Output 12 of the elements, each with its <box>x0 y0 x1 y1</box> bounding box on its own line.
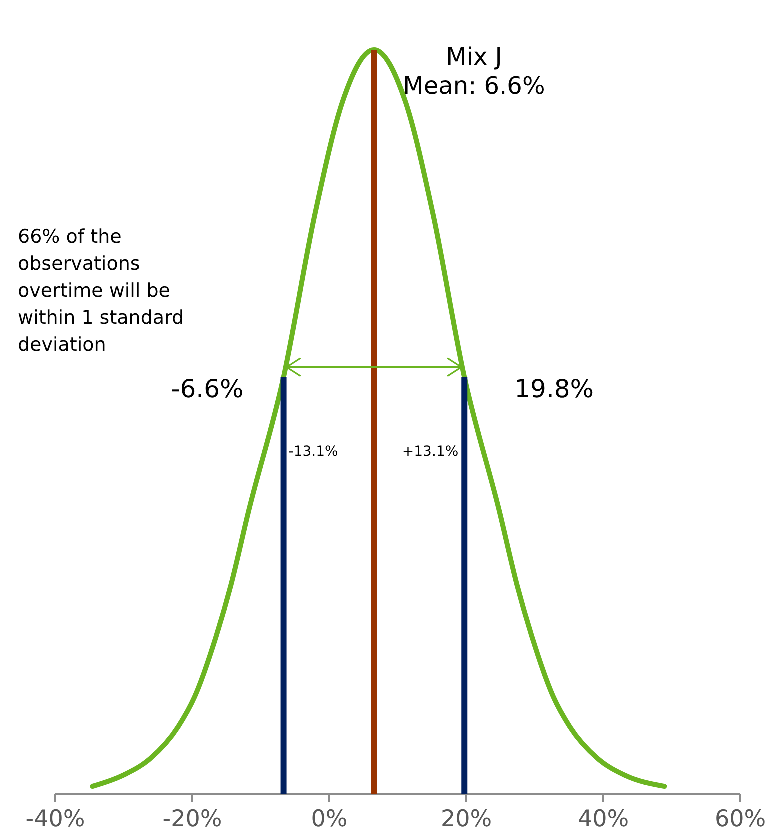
x-tick-label: -40% <box>26 806 86 832</box>
x-tick-label: 60% <box>714 806 766 832</box>
annotation: +13.1% <box>402 444 459 460</box>
x-tick-label: 20% <box>440 806 492 832</box>
ref-line-label: -6.6% <box>171 374 244 404</box>
ref-line-label: Mix J Mean: 6.6% <box>403 43 546 100</box>
annotation: -13.1% <box>288 444 338 460</box>
x-tick-label: 0% <box>311 806 348 832</box>
x-tick-label: -20% <box>162 806 222 832</box>
x-tick-label: 40% <box>578 806 630 832</box>
ref-line-label: 19.8% <box>514 374 594 404</box>
annotation: 66% of the observations overtime will be within 1 standard deviation <box>18 225 186 358</box>
